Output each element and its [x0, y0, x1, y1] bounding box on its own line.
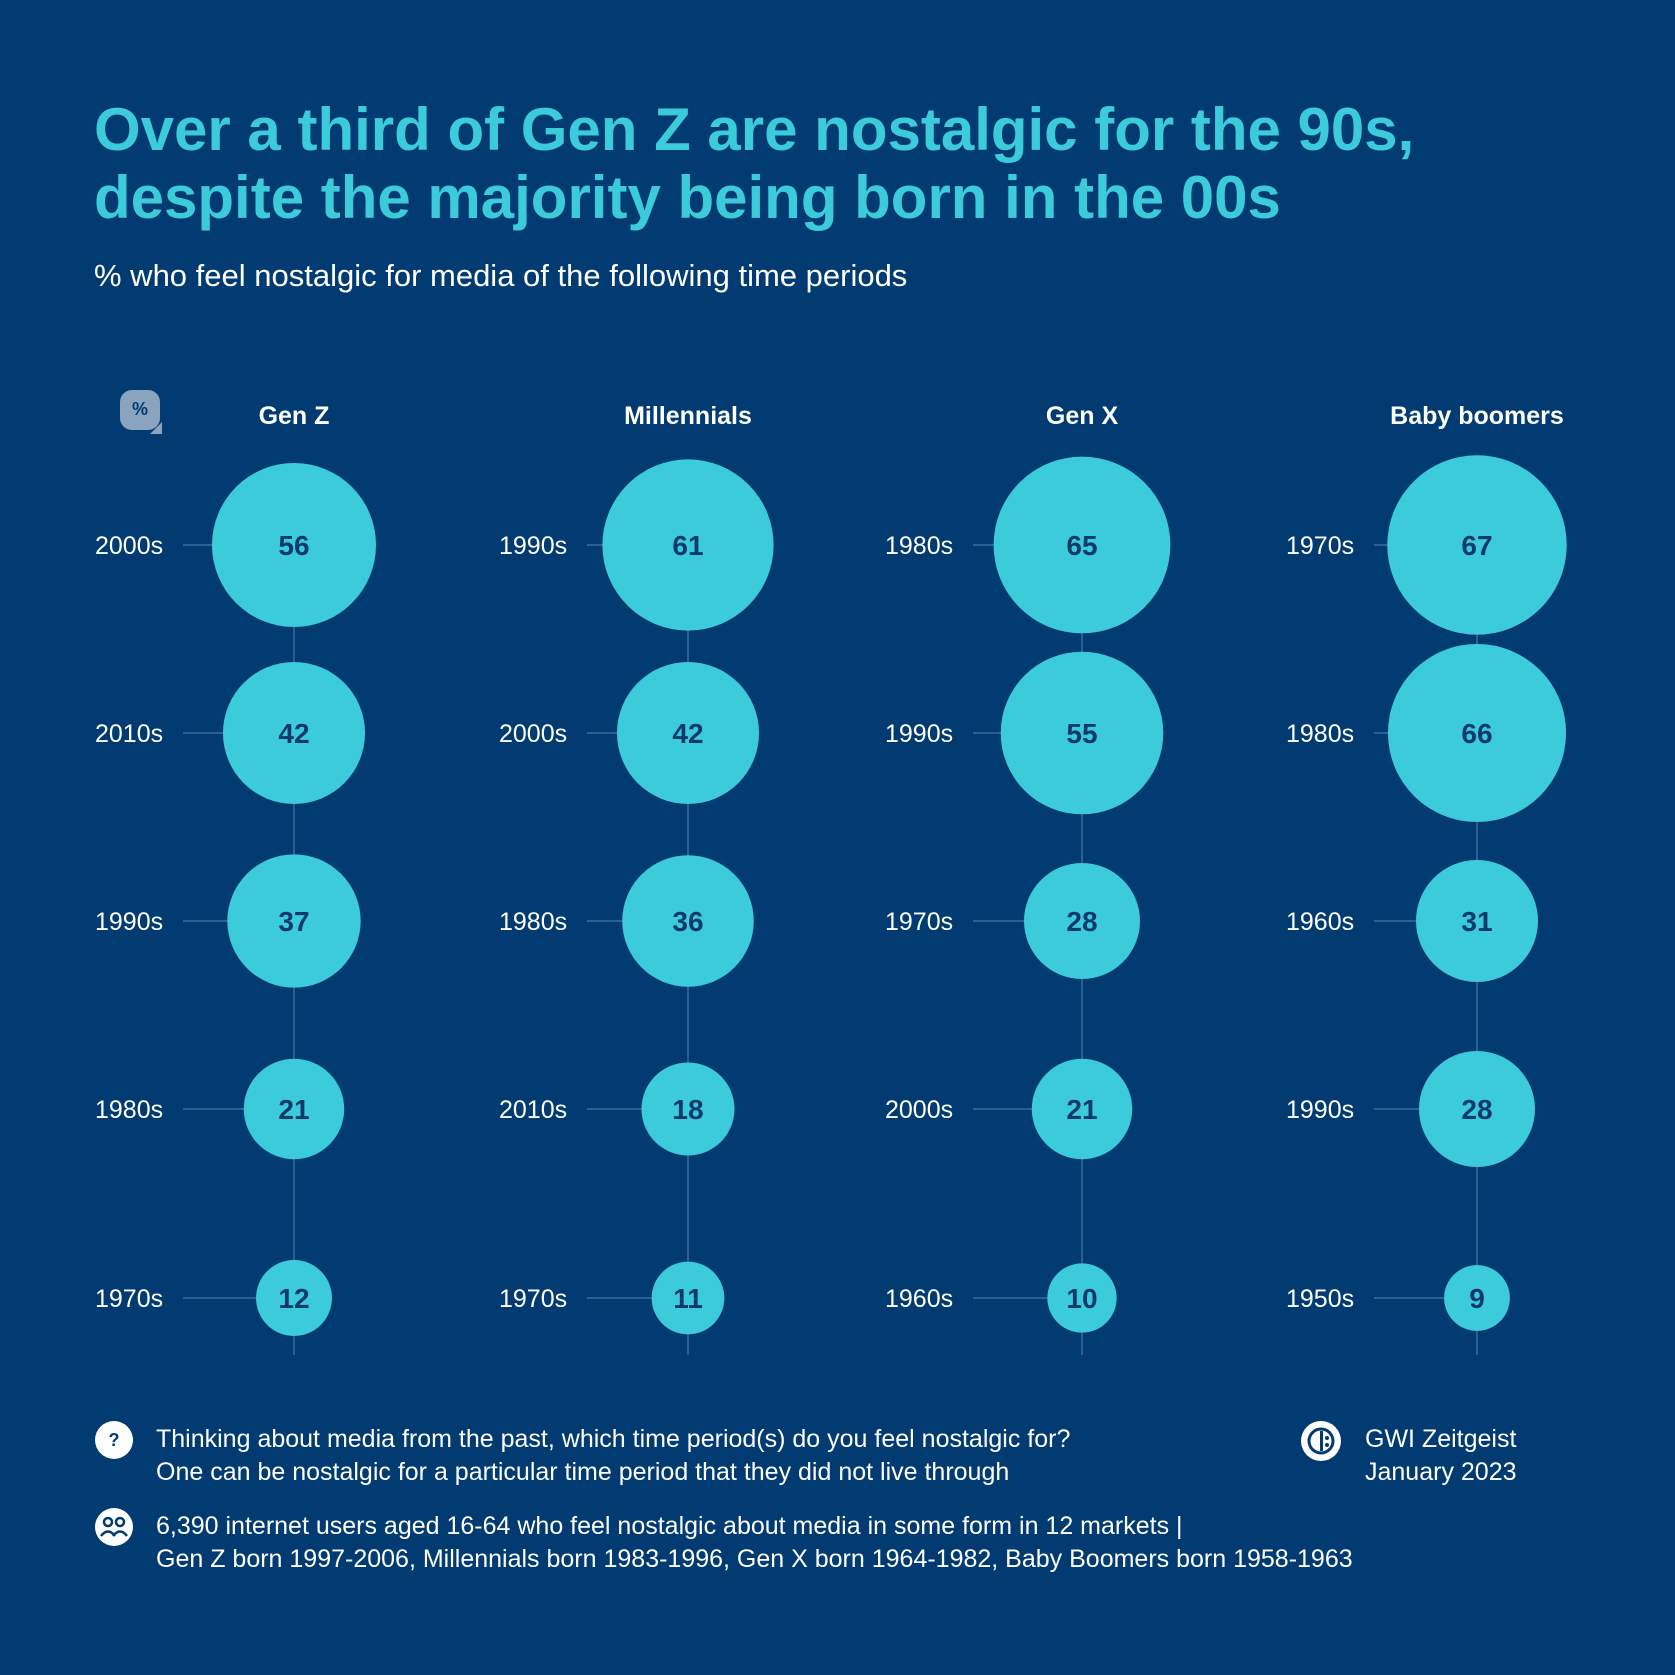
bubble	[211, 462, 377, 628]
column-header: Gen Z	[259, 402, 330, 430]
category-label: 1990s	[885, 720, 953, 748]
value-label: 65	[1066, 530, 1097, 561]
value-label: 67	[1461, 530, 1492, 561]
bubble	[1031, 1058, 1133, 1160]
value-label: 12	[278, 1283, 309, 1314]
bubble	[622, 855, 754, 987]
bubble	[616, 661, 760, 805]
value-label: 66	[1461, 718, 1492, 749]
bubble	[222, 661, 366, 805]
category-label: 1990s	[95, 908, 163, 936]
value-label: 18	[672, 1094, 703, 1125]
category-label: 1960s	[885, 1285, 953, 1313]
value-label: 36	[672, 906, 703, 937]
value-label: 21	[1066, 1094, 1097, 1125]
category-label: 1970s	[885, 908, 953, 936]
value-label: 21	[278, 1094, 309, 1125]
category-label: 2000s	[499, 720, 567, 748]
question-line-1: Thinking about media from the past, whic…	[156, 1425, 1071, 1453]
column-header: Baby boomers	[1390, 402, 1564, 430]
bubble	[651, 1261, 725, 1335]
percent-icon: %	[120, 390, 162, 434]
question-text: Thinking about media from the past, whic…	[156, 1423, 1070, 1489]
category-label: 1960s	[1286, 908, 1354, 936]
bubble	[1387, 455, 1567, 635]
bubble	[1047, 1263, 1117, 1333]
column-header: Millennials	[624, 402, 752, 430]
bubble	[993, 456, 1171, 634]
category-label: 1990s	[1286, 1096, 1354, 1124]
chart-heading: Over a third of Gen Z are nostalgic for …	[94, 96, 1634, 294]
column-header: Gen X	[1046, 402, 1119, 430]
category-label: 2010s	[499, 1096, 567, 1124]
bubble	[1444, 1265, 1510, 1331]
bubble	[1387, 643, 1567, 823]
value-label: 11	[673, 1283, 703, 1314]
bubble	[641, 1062, 735, 1156]
sample-text: 6,390 internet users aged 16-64 who feel…	[156, 1510, 1353, 1576]
value-label: 28	[1461, 1094, 1492, 1125]
category-label: 2000s	[885, 1096, 953, 1124]
category-label: 1950s	[1286, 1285, 1354, 1313]
sample-line-1: 6,390 internet users aged 16-64 who feel…	[156, 1512, 1183, 1540]
value-label: 42	[278, 718, 309, 749]
value-label: 10	[1066, 1283, 1097, 1314]
value-label: 55	[1066, 718, 1097, 749]
bubble	[602, 459, 774, 631]
source-line-1: GWI Zeitgeist	[1365, 1425, 1517, 1453]
bubble	[227, 854, 361, 988]
category-label: 1970s	[499, 1285, 567, 1313]
category-label: 2010s	[95, 720, 163, 748]
source-line-2: January 2023	[1365, 1458, 1517, 1486]
bubble-chart: Gen Z 2000s 56 2010s 42 1990s 37 1980s 21 1970s 12…	[95, 402, 1567, 1355]
bubble	[1419, 1051, 1535, 1167]
bubble	[1000, 651, 1164, 815]
gwi-logo-icon	[1301, 1421, 1341, 1461]
bubble	[1024, 863, 1140, 979]
chart-subtitle: % who feel nostalgic for media of the fo…	[94, 258, 908, 293]
category-label: 1970s	[1286, 532, 1354, 560]
chart-title: Over a third of Gen Z are nostalgic for …	[94, 96, 1415, 231]
value-label: 9	[1469, 1283, 1485, 1314]
category-label: 1980s	[95, 1096, 163, 1124]
value-label: 56	[278, 530, 309, 561]
category-label: 1980s	[499, 908, 567, 936]
value-label: 61	[672, 530, 703, 561]
users-icon	[95, 1508, 133, 1546]
category-label: 1980s	[1286, 720, 1354, 748]
category-label: 1990s	[499, 532, 567, 560]
question-line-2: One can be nostalgic for a particular ti…	[156, 1458, 1010, 1486]
bubble	[243, 1058, 345, 1160]
category-label: 1970s	[95, 1285, 163, 1313]
bubble	[1415, 859, 1539, 983]
value-label: 42	[672, 718, 703, 749]
value-label: 37	[278, 906, 309, 937]
value-label: 31	[1461, 906, 1492, 937]
question-icon: ?	[95, 1421, 133, 1459]
source-text: GWI Zeitgeist January 2023	[1365, 1423, 1517, 1489]
sample-line-2: Gen Z born 1997-2006, Millennials born 1…	[156, 1545, 1353, 1573]
value-label: 28	[1066, 906, 1097, 937]
bubble	[256, 1260, 332, 1336]
category-label: 1980s	[885, 532, 953, 560]
category-label: 2000s	[95, 532, 163, 560]
